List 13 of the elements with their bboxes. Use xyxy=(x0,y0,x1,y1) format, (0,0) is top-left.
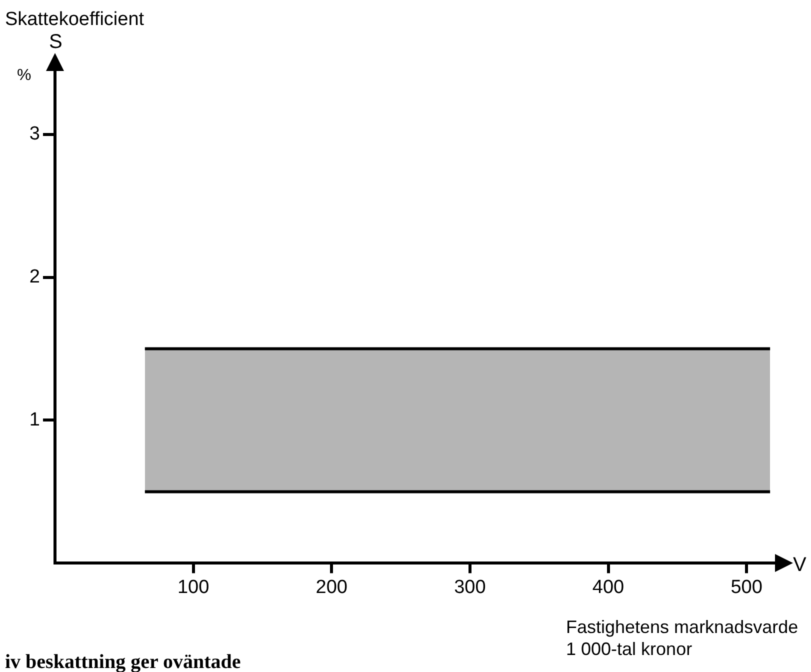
x-tick-label: 400 xyxy=(592,576,624,598)
text: % xyxy=(17,67,32,84)
y-tick-label: 1 xyxy=(29,409,40,430)
x-tick-label: 300 xyxy=(454,576,486,598)
x-tick-label: 200 xyxy=(316,576,348,598)
y-axis-title: Skattekoefficient xyxy=(5,9,145,30)
text: V xyxy=(793,554,807,576)
y-tick-label: 2 xyxy=(29,266,40,288)
x-tick-label: 100 xyxy=(177,576,210,598)
y-tick-label: 3 xyxy=(29,124,40,145)
text: S xyxy=(49,31,62,53)
x-tick-label: 500 xyxy=(730,576,762,598)
x-axis-title: Fastighetens marknadsvarde 1 000-tal kronor xyxy=(566,617,798,659)
